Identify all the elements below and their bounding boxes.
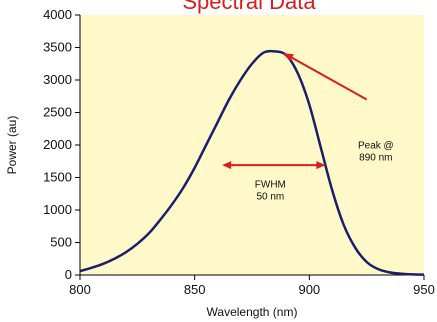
fwhm-arrow-head-right xyxy=(316,161,326,170)
fwhm-arrow-head-left xyxy=(222,161,232,170)
chart-title: Spectral Data xyxy=(182,0,316,14)
peak-arrow-line xyxy=(283,52,368,101)
y-axis-title: Power (au) xyxy=(5,116,19,175)
x-axis-title: Wavelength (nm) xyxy=(207,305,298,319)
y-tick-label: 1000 xyxy=(43,202,72,217)
x-tick-label: 900 xyxy=(298,282,320,297)
series-line xyxy=(79,49,425,276)
y-tick-label: 1500 xyxy=(43,170,72,185)
y-tick-label: 0 xyxy=(65,267,72,282)
y-tick-label: 3500 xyxy=(43,40,72,55)
x-tick-label: 850 xyxy=(184,282,206,297)
y-tick-label: 2500 xyxy=(43,105,72,120)
y-tick-label: 500 xyxy=(50,235,72,250)
x-tick-label: 800 xyxy=(69,282,91,297)
peak-annotation-label: Peak @890 nm xyxy=(358,140,394,163)
x-tick-label: 950 xyxy=(413,282,435,297)
y-tick-label: 4000 xyxy=(43,7,72,22)
peak-arrow-head xyxy=(284,53,294,62)
y-tick-label: 2000 xyxy=(43,137,72,152)
plot-area xyxy=(80,15,424,275)
y-tick-label: 3000 xyxy=(43,72,72,87)
fwhm-annotation-label: FWHM 50 nm xyxy=(255,179,286,202)
